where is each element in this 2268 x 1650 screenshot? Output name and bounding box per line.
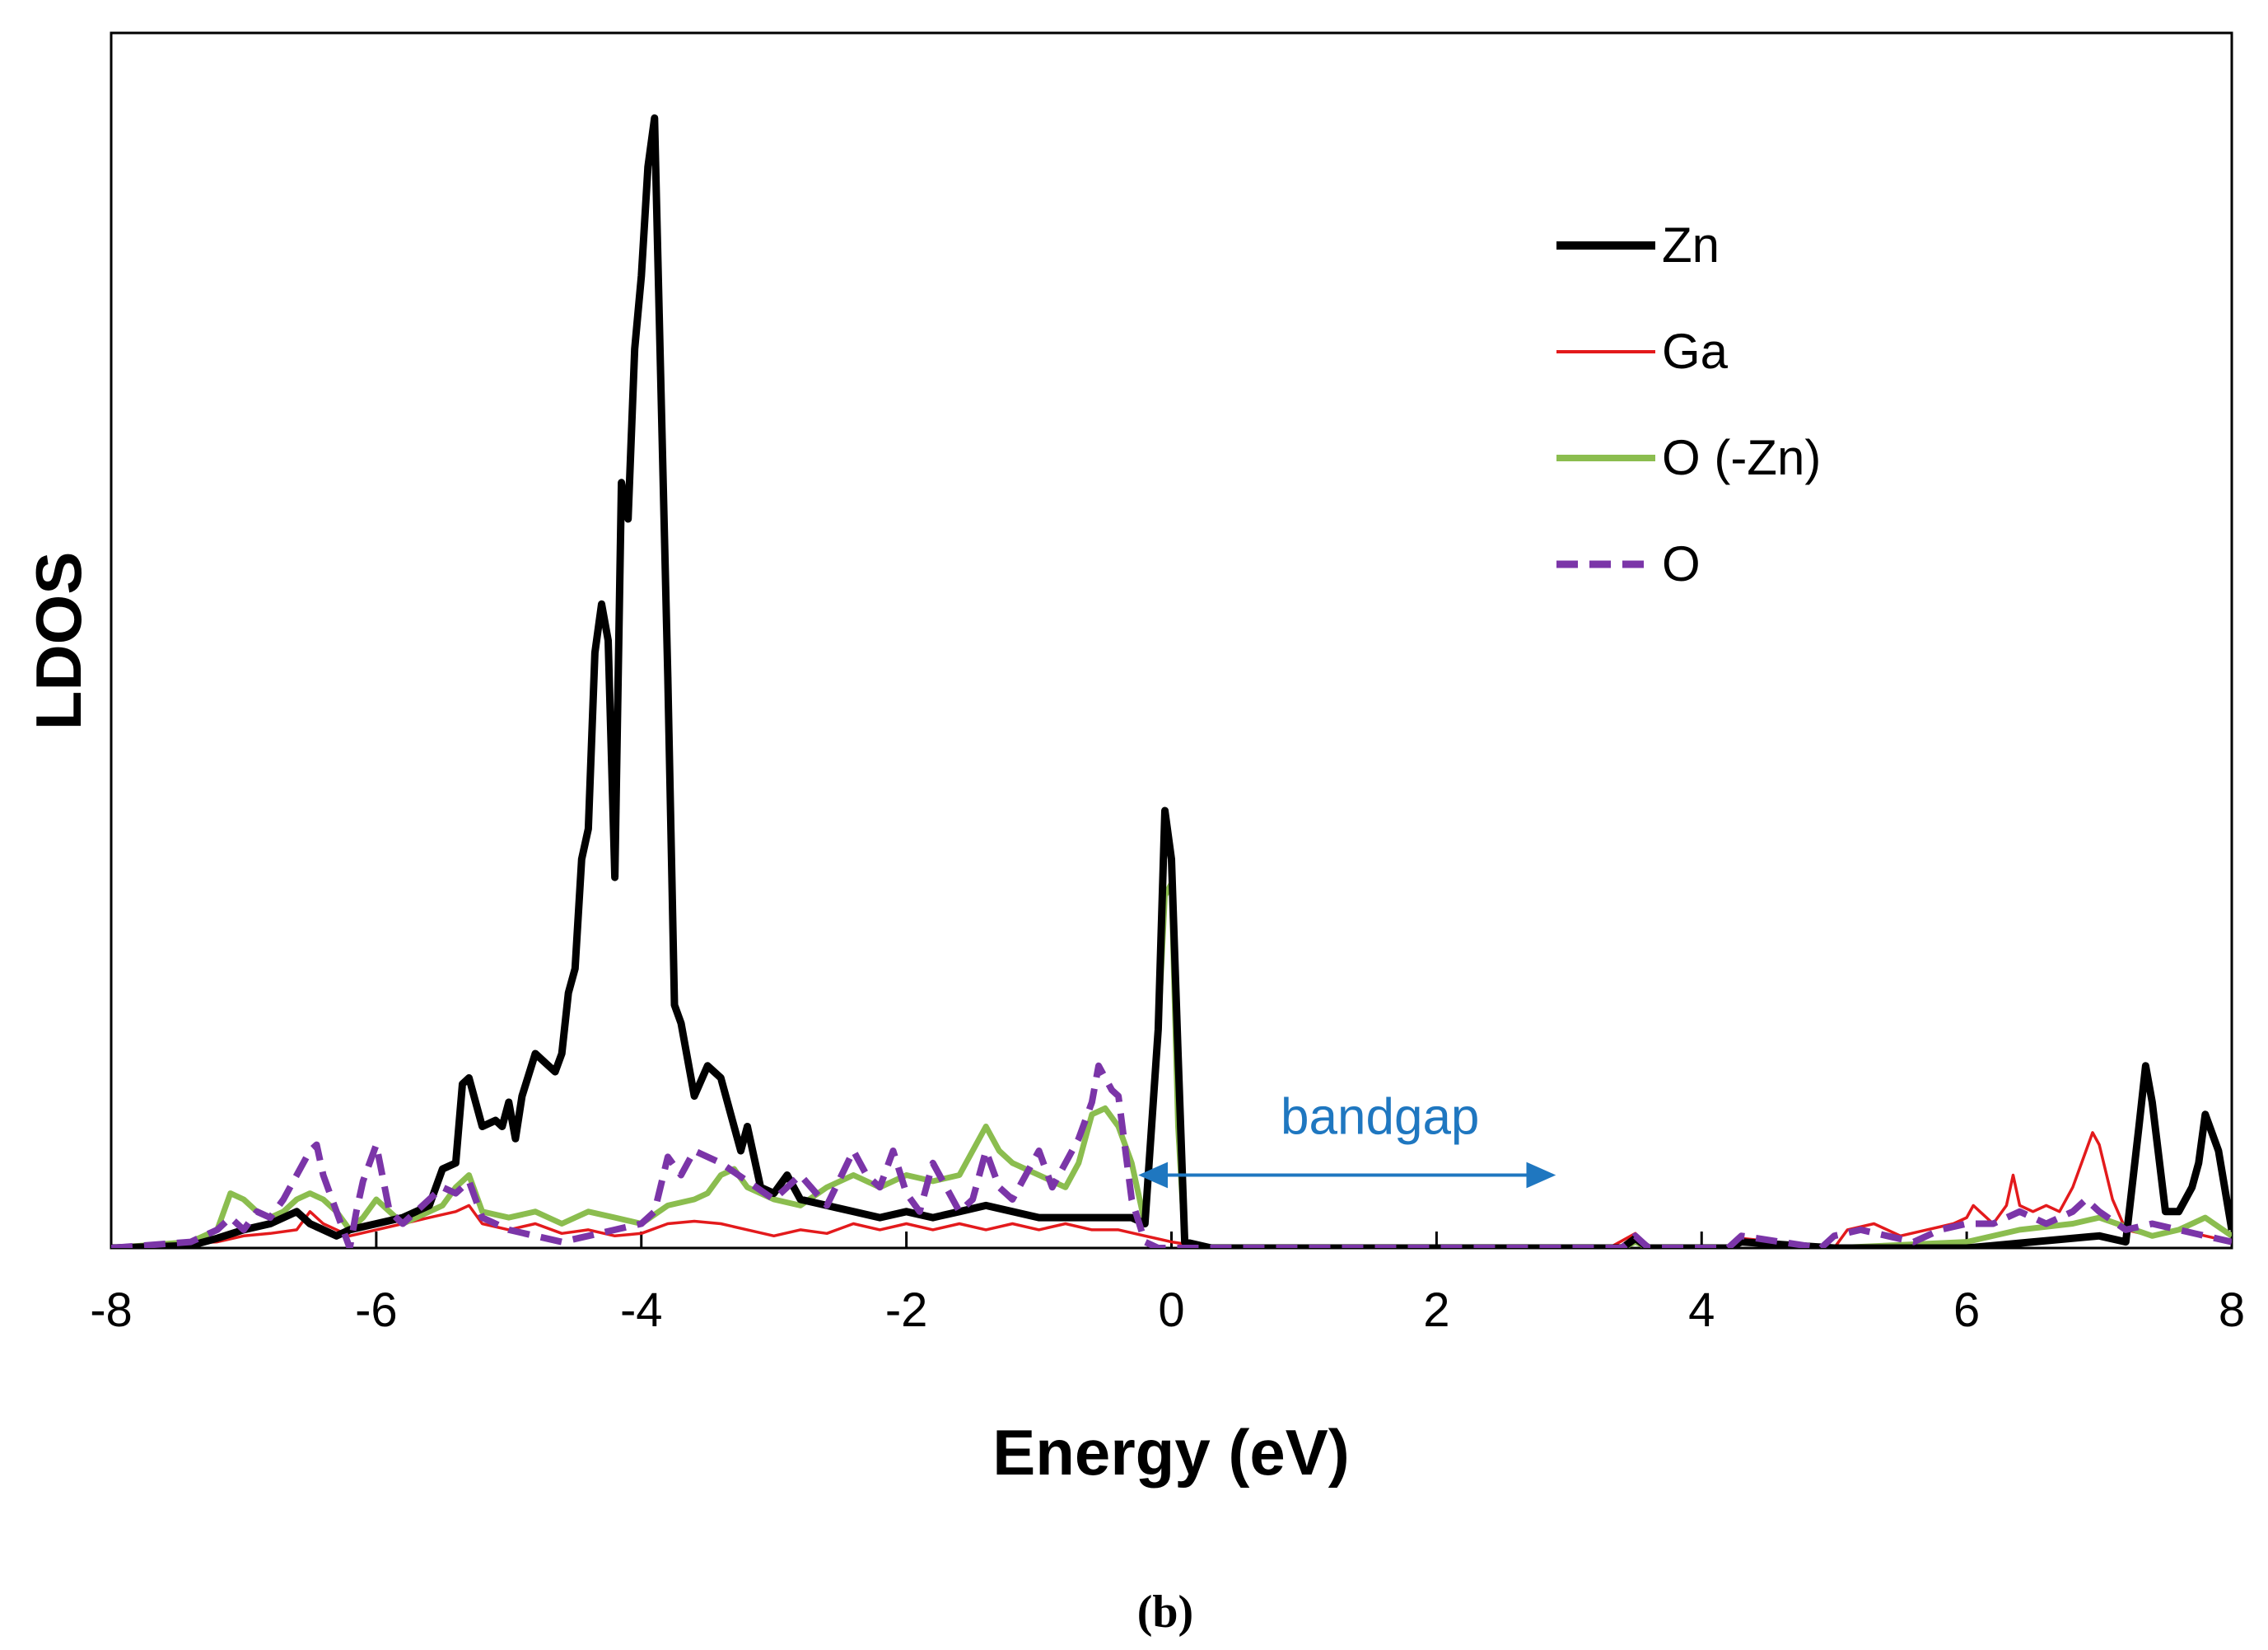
x-tick-label: -4 (620, 1283, 663, 1337)
legend: Zn Ga O (-Zn) O (1556, 217, 1821, 591)
series-line-zn (111, 114, 2232, 1248)
x-tick-label: -2 (885, 1283, 928, 1337)
legend-label-o: O (1662, 536, 1701, 591)
x-tick-label: 2 (1423, 1283, 1449, 1337)
y-axis-title: LDOS (22, 552, 95, 731)
series-line-ga (111, 1131, 2232, 1248)
series-line-o (111, 1062, 2232, 1248)
x-axis-ticks: -8 -6 -4 -2 0 2 4 6 8 (90, 1232, 2245, 1337)
bandgap-annotation: bandgap (1138, 1089, 1556, 1189)
legend-label-ga: Ga (1662, 324, 1729, 379)
x-tick-label: -8 (90, 1283, 133, 1337)
x-axis-title: Energy (eV) (992, 1416, 1349, 1489)
figure-caption: (b) (1137, 1587, 1193, 1638)
x-tick-label: 0 (1158, 1283, 1184, 1337)
x-tick-label: 4 (1688, 1283, 1715, 1337)
bandgap-label: bandgap (1281, 1089, 1479, 1146)
legend-label-o-zn: O (-Zn) (1662, 430, 1821, 485)
x-tick-label: 6 (1953, 1283, 1980, 1337)
x-tick-label: 8 (2219, 1283, 2245, 1337)
x-tick-label: -6 (355, 1283, 398, 1337)
series-lines (111, 114, 2232, 1248)
legend-label-zn: Zn (1662, 217, 1720, 273)
plot-area-frame (110, 31, 2233, 1250)
